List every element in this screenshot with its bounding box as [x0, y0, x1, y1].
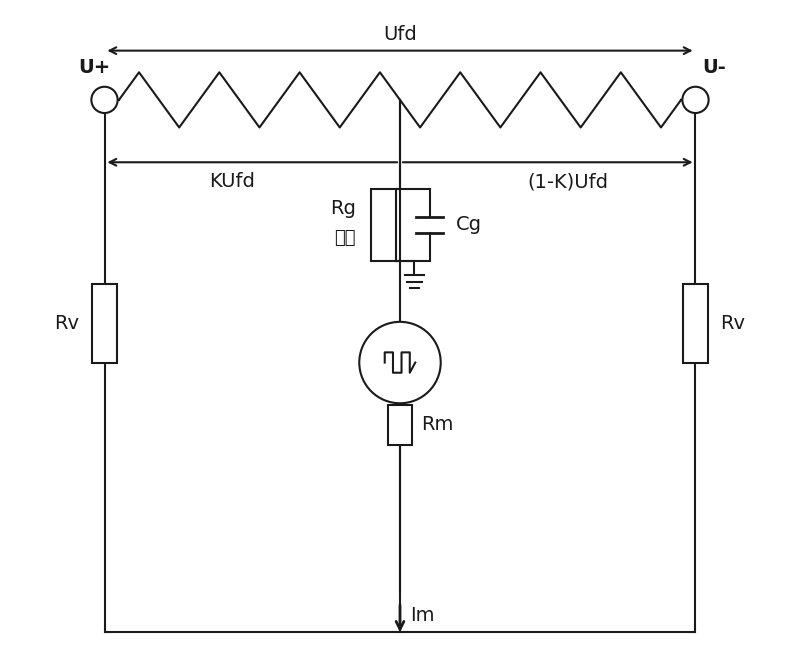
Text: U-: U- [702, 58, 726, 77]
Text: U+: U+ [78, 58, 110, 77]
Text: Cg: Cg [456, 215, 482, 234]
Circle shape [359, 322, 441, 403]
Circle shape [682, 87, 709, 113]
Bar [92, 284, 117, 362]
Text: KUfd: KUfd [210, 172, 255, 191]
Text: Rm: Rm [421, 416, 454, 434]
Bar [387, 405, 413, 445]
Text: Ufd: Ufd [383, 25, 417, 44]
Bar [683, 284, 708, 362]
Text: 大轴: 大轴 [334, 229, 356, 247]
Bar [371, 188, 396, 261]
Text: Rg: Rg [330, 198, 356, 218]
Circle shape [91, 87, 118, 113]
Text: Rv: Rv [54, 314, 79, 332]
Text: Rv: Rv [721, 314, 746, 332]
Text: (1-K)Ufd: (1-K)Ufd [527, 172, 608, 191]
Text: Im: Im [410, 606, 434, 625]
